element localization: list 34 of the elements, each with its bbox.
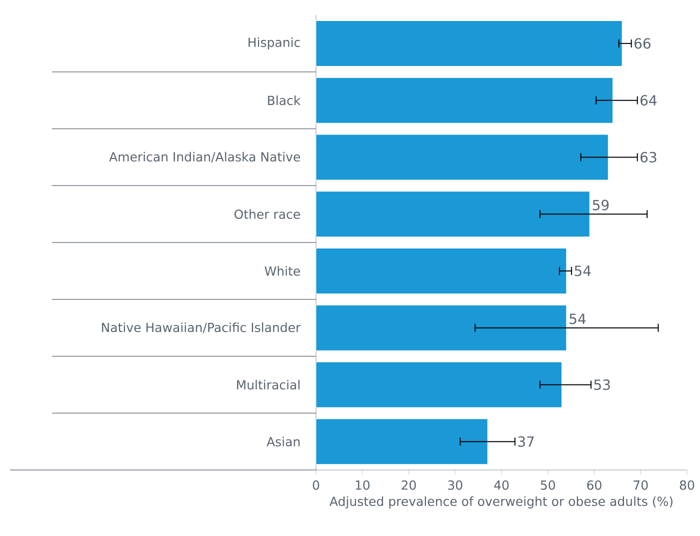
y-tick-label: Native Hawaiian/Pacific Islander <box>102 322 301 334</box>
bar <box>316 77 614 124</box>
bar <box>316 418 488 465</box>
y-tick-label: Hispanic <box>248 37 300 50</box>
bar <box>316 248 567 294</box>
y-tick-label: American Indian/Alaska Native <box>109 152 300 163</box>
bar <box>316 362 562 408</box>
x-tick-label: 60 <box>587 480 602 490</box>
x-axis-title: Adjusted prevalence of overweight or obese adults (%) <box>330 496 672 508</box>
data-label: 66 <box>634 38 650 49</box>
bar <box>316 134 608 180</box>
x-tick-label: 10 <box>356 480 370 490</box>
data-label: 54 <box>570 314 586 324</box>
data-label: 63 <box>640 152 656 162</box>
data-label: 54 <box>574 266 591 276</box>
bar <box>316 20 622 66</box>
x-tick-label: 0 <box>312 480 320 490</box>
x-tick-label: 30 <box>448 480 462 490</box>
y-tick-label: Asian <box>266 436 300 446</box>
y-tick-label: Black <box>268 95 301 106</box>
x-tick-label: 50 <box>540 480 555 490</box>
bar <box>316 304 567 351</box>
data-label: 37 <box>518 436 534 447</box>
x-tick-label: 40 <box>494 480 509 490</box>
y-tick-label: Other race <box>234 209 300 219</box>
data-label: 53 <box>594 379 610 390</box>
data-label: 64 <box>640 95 657 106</box>
x-tick-label: 20 <box>402 480 416 490</box>
data-label: 59 <box>592 200 609 210</box>
bar <box>316 191 590 238</box>
x-tick-label: 80 <box>680 480 694 490</box>
x-tick-label: 70 <box>634 480 648 490</box>
y-tick-label: White <box>264 266 300 276</box>
y-tick-label: Multiracial <box>237 380 300 390</box>
